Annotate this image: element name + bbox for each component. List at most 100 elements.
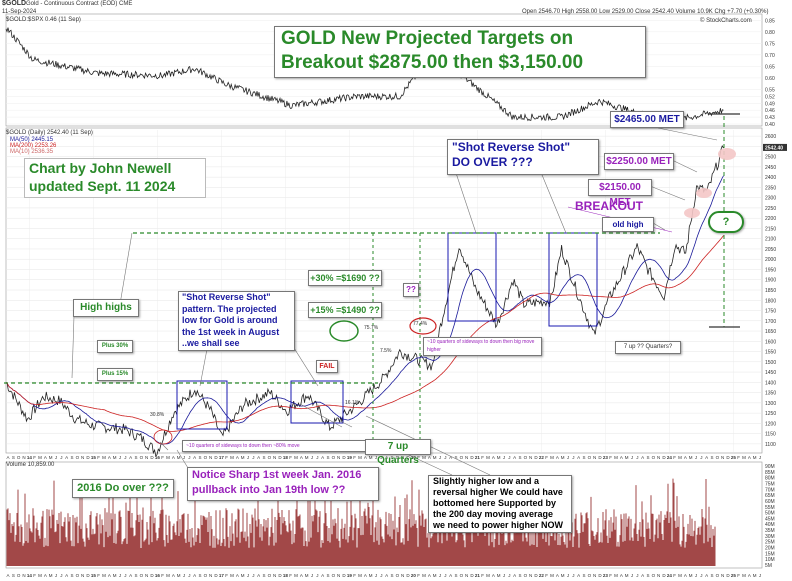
time-tick-label-bottom: A — [449, 573, 452, 578]
time-tick-label: A — [641, 455, 644, 460]
time-tick-label: O — [332, 455, 336, 460]
time-tick-label-bottom: J — [380, 573, 382, 578]
time-tick-label-bottom: A — [513, 573, 516, 578]
ratio-tick-label: 0.40 — [765, 122, 775, 128]
time-tick-label: M — [433, 455, 437, 460]
time-tick-label: M — [753, 455, 757, 460]
time-tick-label: J — [311, 455, 313, 460]
volume-tick-label: 40M — [765, 522, 775, 528]
time-tick-label-bottom: O — [652, 573, 656, 578]
time-tick-label: A — [748, 455, 751, 460]
time-tick-label-bottom: J — [55, 573, 57, 578]
time-tick-label: 25 — [731, 455, 737, 460]
slightly-line-1: Slightly higher low and a — [433, 476, 540, 486]
price-tick-label: 1600 — [765, 339, 776, 345]
ten-quarters-right-line-2: higher — [427, 347, 441, 353]
time-tick-label-bottom: A — [129, 573, 132, 578]
time-tick-label-bottom: S — [198, 573, 201, 578]
time-tick-label-bottom: O — [524, 573, 528, 578]
price-tick-label: 2400 — [765, 175, 776, 181]
time-tick-label: 17 — [219, 455, 225, 460]
time-tick-label-bottom: S — [518, 573, 521, 578]
volume-tick-label: 30M — [765, 534, 775, 540]
price-tick-label: 1900 — [765, 278, 776, 284]
time-tick-label: S — [326, 455, 329, 460]
time-tick-label: O — [76, 455, 80, 460]
time-tick-label: N — [273, 455, 276, 460]
price-series-line — [5, 144, 724, 458]
time-tick-label-bottom: M — [166, 573, 170, 578]
ratio-tick-label: 0.80 — [765, 30, 775, 36]
price-legend: $GOLD (Daily) 2542.40 (11 Sep) — [6, 130, 93, 136]
time-tick-label: M — [689, 455, 693, 460]
time-tick-label-bottom: D — [278, 573, 282, 578]
time-tick-label-bottom: A — [321, 573, 324, 578]
price-tick-label: 2250 — [765, 206, 776, 212]
price-tick-label: 1350 — [765, 391, 776, 397]
price-last-label: 2542.40 — [765, 145, 783, 151]
connector-line — [454, 169, 477, 234]
circle-774 — [409, 317, 437, 335]
time-tick-label-bottom: A — [172, 573, 175, 578]
time-tick-label-bottom: N — [145, 573, 148, 578]
time-tick-label-bottom: D — [598, 573, 602, 578]
volume-tick-label: 50M — [765, 511, 775, 517]
time-tick-label-bottom: O — [460, 573, 464, 578]
met-2465-label: $2465.00 MET — [610, 111, 684, 128]
time-tick-label-bottom: O — [17, 573, 21, 578]
time-tick-label: D — [726, 455, 730, 460]
time-tick-label-bottom: S — [582, 573, 585, 578]
volume-tick-label: 65M — [765, 493, 775, 499]
time-tick-label: M — [614, 455, 618, 460]
slightly-line-3: bottomed here Supported by — [433, 498, 557, 508]
pattern-box — [290, 380, 344, 424]
slightly-line-2: reversal higher We could have — [433, 487, 563, 497]
met-2250-label: $2250.00 MET — [604, 153, 674, 170]
time-tick-label-bottom: M — [294, 573, 298, 578]
time-tick-label-bottom: 24 — [667, 573, 673, 578]
time-tick-label: D — [278, 455, 282, 460]
time-tick-label-bottom: J — [503, 573, 505, 578]
plus30-small-label: Plus 30% — [97, 340, 133, 353]
time-tick-label: M — [497, 455, 501, 460]
time-tick-label: J — [55, 455, 57, 460]
price-tick-label: 1500 — [765, 360, 776, 366]
time-tick-label: M — [369, 455, 373, 460]
pattern-box — [176, 380, 228, 430]
time-tick-label: A — [129, 455, 132, 460]
time-tick-label-bottom: A — [705, 573, 708, 578]
time-tick-label: J — [759, 455, 761, 460]
time-tick-label: J — [503, 455, 505, 460]
time-tick-label: O — [140, 455, 144, 460]
time-tick-label: M — [678, 455, 682, 460]
time-tick-label: M — [625, 455, 629, 460]
srs-mid-annotation: "Shot Reverse Shot" pattern. The project… — [178, 291, 295, 351]
time-tick-label-bottom: J — [444, 573, 446, 578]
time-tick-label-bottom: N — [401, 573, 404, 578]
time-tick-label-bottom: N — [337, 573, 340, 578]
time-tick-label: S — [454, 455, 457, 460]
time-tick-label: J — [188, 455, 190, 460]
time-tick-label: A — [300, 455, 303, 460]
author-annotation: Chart by John Newell updated Sept. 11 20… — [24, 158, 206, 198]
time-tick-label-bottom: D — [86, 573, 90, 578]
time-tick-label-bottom: J — [631, 573, 633, 578]
time-tick-label: A — [321, 455, 324, 460]
srs-mid-line-3: low for Gold is around — [182, 315, 278, 325]
price-tick-label: 1250 — [765, 411, 776, 417]
time-tick-label: J — [183, 455, 185, 460]
low-2016-circle — [153, 429, 173, 445]
time-tick-label-bottom: N — [657, 573, 660, 578]
volume-tick-label: 90M — [765, 464, 775, 470]
connector-line — [649, 185, 686, 201]
time-tick-label: 21 — [475, 455, 481, 460]
connector-line — [299, 403, 343, 428]
time-tick-label: S — [582, 455, 585, 460]
target-question-label: ? — [708, 211, 744, 233]
time-tick-label: 14 — [27, 455, 33, 460]
time-tick-label-bottom: M — [369, 573, 373, 578]
time-tick-label-bottom: A — [577, 573, 580, 578]
time-tick-label: F — [289, 455, 292, 460]
slightly-higher-annotation: Slightly higher low and a reversal highe… — [428, 475, 572, 533]
time-tick-label: F — [353, 455, 356, 460]
